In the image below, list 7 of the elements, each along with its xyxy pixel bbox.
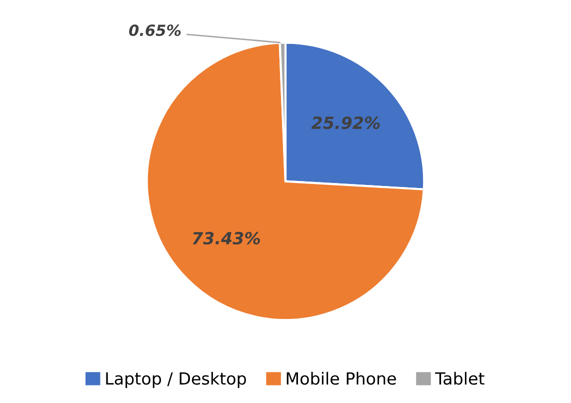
pie-slice xyxy=(146,42,425,321)
legend-label: Tablet xyxy=(435,372,484,385)
data-label: 73.43% xyxy=(192,232,260,244)
legend-label: Mobile Phone xyxy=(286,372,396,385)
data-label: 25.92% xyxy=(311,116,380,130)
data-label: 0.65% xyxy=(129,24,181,36)
legend-label: Laptop / Desktop xyxy=(106,372,246,388)
